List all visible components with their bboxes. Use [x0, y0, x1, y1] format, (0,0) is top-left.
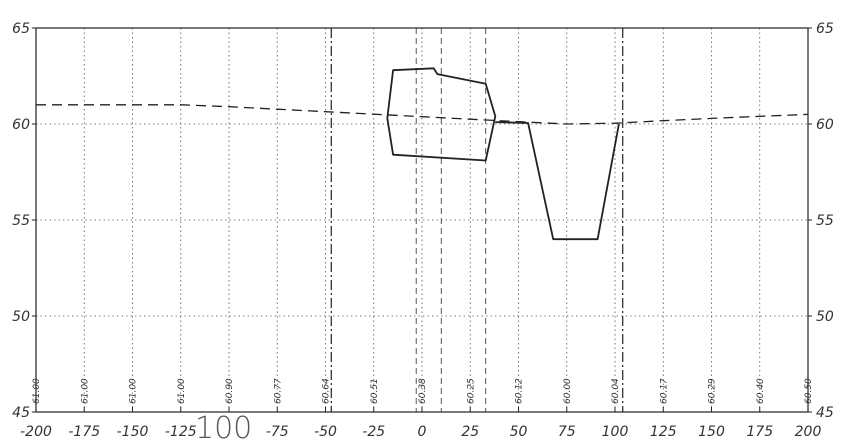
- x-tick-label: -125: [165, 424, 197, 440]
- elevation-label: 60.40: [756, 378, 766, 404]
- x-tick-label: 150: [698, 424, 725, 440]
- x-tick-label: -150: [117, 424, 149, 440]
- y-tick-label: 55: [816, 213, 834, 229]
- x-tick-label: -200: [20, 424, 52, 440]
- series-line-1: [386, 67, 497, 162]
- y-tick-label: 65: [12, 21, 30, 37]
- elevation-label: 60.77: [273, 378, 283, 404]
- elevation-label: 60.38: [418, 378, 428, 404]
- elevation-label: 60.29: [708, 378, 718, 404]
- elevation-label: 60.12: [515, 378, 525, 404]
- elevation-label: 61.00: [177, 378, 187, 404]
- y-tick-label: 60: [12, 117, 30, 133]
- elevation-label: 60.50: [804, 378, 814, 404]
- y-tick-label: 50: [12, 309, 30, 325]
- elevation-labels: 61.00 61.00 61.00 61.00 60.90 60.77 60.64 60.51…: [32, 378, 814, 404]
- x-tick-label: 175: [746, 424, 773, 440]
- x-tick-label: 100: [602, 424, 629, 440]
- y-tick-label: 45: [12, 405, 30, 421]
- y-axis-right: 45 50 55 60 65: [808, 21, 834, 421]
- elevation-label: 60.25: [466, 378, 476, 404]
- x-tick-label: 75: [558, 424, 576, 440]
- y-axis-left: 45 50 55 60 65: [12, 21, 36, 421]
- y-tick-label: 65: [816, 21, 834, 37]
- y-tick-label: 45: [816, 405, 834, 421]
- series-line-2: [495, 121, 620, 241]
- elevation-label: 60.90: [225, 378, 235, 404]
- y-tick-label: 50: [816, 309, 834, 325]
- grid: [35, 27, 809, 413]
- plot-frame: [35, 27, 809, 413]
- series-line-0: [36, 104, 809, 125]
- x-tick-label: -50: [314, 424, 337, 440]
- series: [36, 67, 809, 241]
- x-tick-label: -175: [68, 424, 100, 440]
- x-tick-label: -75: [266, 424, 289, 440]
- y-tick-label: 60: [816, 117, 834, 133]
- x-tick-label: 25: [461, 424, 479, 440]
- elevation-label: 60.04: [611, 378, 621, 404]
- y-tick-label: 55: [12, 213, 30, 229]
- x-tick-label: 200: [795, 424, 822, 440]
- elevation-label: 61.00: [129, 378, 139, 404]
- x-tick-label: 125: [650, 424, 677, 440]
- x-tick-label: 0: [418, 424, 427, 440]
- x-axis: -200 -175 -150 -125 -75 -50 -25 0 25 50 75 100 125 15…: [20, 407, 821, 440]
- elevation-label: 60.51: [370, 378, 380, 404]
- x-tick-label: -25: [362, 424, 385, 440]
- elevation-label: 61.00: [32, 378, 42, 404]
- elevation-label: 60.64: [322, 378, 332, 404]
- handwritten-note: 100: [195, 411, 252, 442]
- elevation-label: 60.00: [563, 378, 573, 404]
- x-tick-label: 50: [510, 424, 528, 440]
- elevation-label: 61.00: [80, 378, 90, 404]
- elevation-label: 60.17: [659, 378, 669, 404]
- guide-lines: [330, 28, 624, 412]
